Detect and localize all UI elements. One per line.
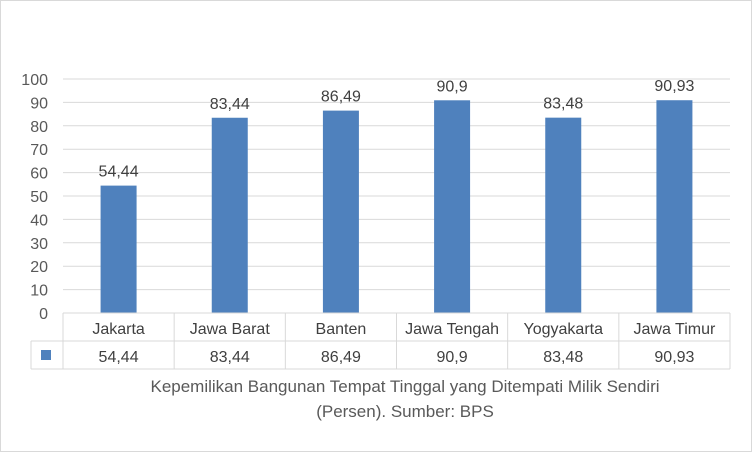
table-value-cell: 90,93	[654, 349, 694, 366]
y-tick-label: 90	[30, 95, 48, 112]
x-category-label: Yogyakarta	[524, 321, 604, 338]
y-tick-label: 40	[30, 212, 48, 229]
x-category-label: Jawa Timur	[634, 321, 716, 338]
y-tick-label: 60	[30, 166, 48, 183]
table-value-cell: 86,49	[321, 349, 361, 366]
y-tick-label: 100	[21, 72, 48, 89]
x-category-label: Jawa Barat	[190, 321, 271, 338]
y-axis-ticks: 0 10 20 30 40 50 60 70 80 90 100	[21, 72, 48, 323]
bar	[434, 100, 471, 313]
legend-key	[41, 350, 51, 360]
chart-caption-line-2: (Persen). Sumber: BPS	[316, 402, 494, 421]
table-value-cell: 90,9	[437, 349, 468, 366]
y-tick-label: 80	[30, 119, 48, 136]
y-tick-label: 10	[30, 283, 48, 300]
bar-value-label: 86,49	[321, 89, 361, 106]
y-tick-label: 0	[39, 306, 48, 323]
bar-value-label: 90,93	[654, 78, 694, 95]
bar-value-label: 83,44	[210, 96, 250, 113]
bar	[545, 117, 582, 313]
gridlines	[63, 78, 730, 291]
y-tick-label: 30	[30, 236, 48, 253]
bars	[100, 100, 693, 313]
bar	[211, 117, 248, 313]
bar	[100, 185, 137, 313]
data-table: Jakarta 54,44 Jawa Barat 83,44 Banten 86,49 Ja…	[30, 312, 731, 370]
table-value-cell: 83,48	[543, 349, 583, 366]
bar-value-label: 54,44	[99, 164, 139, 181]
y-tick-label: 70	[30, 142, 48, 159]
bar-value-label: 83,48	[543, 96, 583, 113]
table-value-cell: 83,44	[210, 349, 250, 366]
x-category-label: Banten	[316, 321, 367, 338]
y-tick-label: 50	[30, 189, 48, 206]
table-value-cell: 54,44	[99, 349, 139, 366]
y-tick-label: 20	[30, 259, 48, 276]
bar	[656, 100, 693, 313]
chart-caption-line-1: Kepemilikan Bangunan Tempat Tinggal yang…	[150, 377, 659, 396]
bar-value-label: 90,9	[437, 78, 468, 95]
data-labels: 54,44 83,44 86,49 90,9 83,48 90,93	[99, 78, 695, 180]
bar	[322, 110, 359, 313]
x-category-label: Jawa Tengah	[405, 321, 499, 338]
x-category-label: Jakarta	[92, 321, 145, 338]
